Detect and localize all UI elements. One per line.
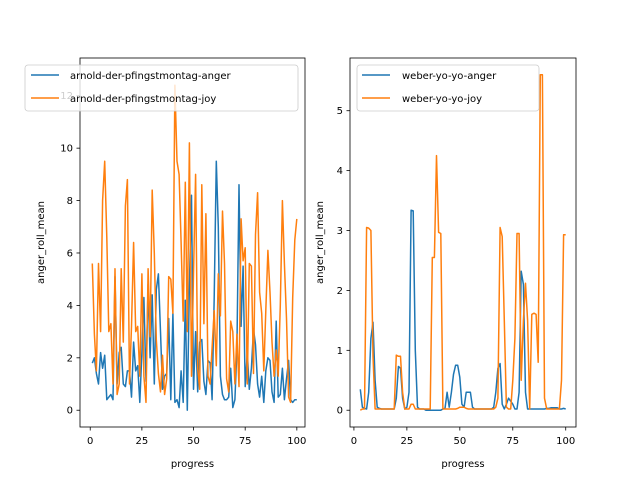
series-line-joy: [91, 84, 298, 404]
x-tick-label: 100: [287, 436, 306, 447]
legend-label-joy: arnold-der-pfingstmontag-joy: [70, 94, 216, 105]
y-tick-label: 2: [337, 286, 343, 297]
y-tick-label: 2: [67, 353, 73, 364]
x-axis-label: progress: [171, 459, 214, 470]
subplot-weber: 0 25 50 75 100 0 1 2 3 4 5 progress anger_roll_mea…: [315, 57, 577, 470]
legend-box: [24, 64, 299, 112]
series-lines: [91, 84, 298, 411]
series-line-anger: [91, 160, 297, 411]
subplot-arnold: 0255075100024681012 progress anger_roll_…: [24, 57, 306, 470]
x-tick-label: 75: [239, 436, 252, 447]
legend: arnold-der-pfingstmontag-anger arnold-de…: [24, 64, 299, 112]
x-tick-label: 50: [453, 436, 466, 447]
legend-label-joy: weber-yo-yo-joy: [402, 94, 482, 105]
y-tick-label: 6: [67, 248, 73, 259]
x-tick-label: 100: [556, 436, 575, 447]
y-axis-label: anger_roll_mean: [36, 201, 47, 284]
legend-box: [356, 64, 540, 112]
x-tick-label: 25: [136, 436, 149, 447]
legend: weber-yo-yo-anger weber-yo-yo-joy: [356, 64, 540, 112]
y-tick-label: 4: [337, 166, 343, 177]
x-tick-label: 50: [187, 436, 200, 447]
x-tick-label: 0: [351, 436, 357, 447]
x-axis-label: progress: [441, 459, 484, 470]
legend-label-anger: arnold-der-pfingstmontag-anger: [70, 71, 231, 82]
y-tick-label: 8: [67, 196, 73, 207]
x-tick-label: 75: [506, 436, 519, 447]
x-tick-label: 25: [401, 436, 414, 447]
axes-frame: [349, 57, 577, 428]
y-axis-label: anger_roll_mean: [315, 201, 326, 284]
series-lines: [359, 74, 566, 411]
y-tick-label: 4: [67, 301, 73, 312]
y-tick-label: 10: [60, 144, 73, 155]
y-tick-label: 1: [337, 346, 343, 357]
y-tick-label: 5: [337, 106, 343, 117]
axis-ticks: 0255075100024681012: [60, 91, 306, 447]
axes-frame: [79, 57, 306, 428]
x-tick-label: 0: [87, 436, 93, 447]
y-tick-label: 0: [337, 406, 343, 417]
axis-ticks: 0 25 50 75 100 0 1 2 3 4 5: [337, 106, 576, 447]
series-line-joy: [359, 74, 566, 411]
y-tick-label: 0: [67, 406, 73, 417]
legend-label-anger: weber-yo-yo-anger: [402, 71, 497, 82]
y-tick-label: 3: [337, 226, 343, 237]
